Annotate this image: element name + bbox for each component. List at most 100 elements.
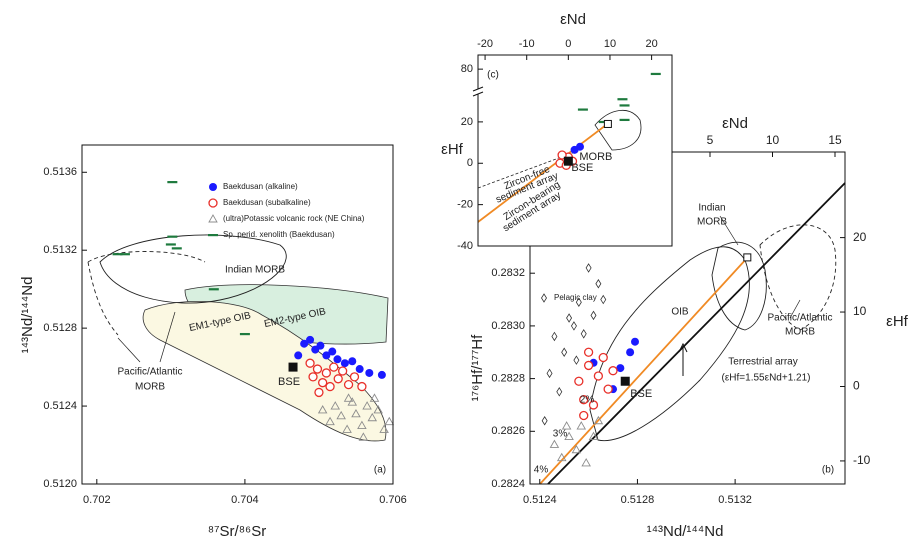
point — [619, 118, 630, 122]
point — [333, 355, 342, 364]
point — [617, 98, 628, 101]
y-axis-title: ¹⁷⁶Hf/¹⁷⁷Hf — [469, 334, 486, 401]
leader-line — [117, 311, 176, 363]
annotation: 3% — [553, 429, 568, 440]
legend-label: (ultra)Potassic volcanic rock (NE China) — [223, 214, 365, 223]
point — [598, 352, 608, 363]
annotation: (c) — [487, 70, 499, 81]
point — [579, 395, 589, 405]
y2-tick-label: 10 — [853, 304, 867, 318]
point — [650, 72, 661, 76]
y-tick-label: 0.5120 — [43, 478, 77, 490]
point — [343, 379, 354, 390]
point — [328, 347, 337, 356]
zircon-bearing-array — [477, 121, 611, 223]
point — [342, 424, 352, 433]
y-tick-label: 0 — [467, 157, 473, 169]
x2-tick-label: 15 — [828, 133, 842, 147]
pacific-morb-field — [759, 224, 837, 331]
point — [603, 384, 613, 394]
point — [358, 432, 369, 441]
x-tick-label: 0.702 — [83, 494, 111, 506]
x-axis-title: εNd — [560, 11, 586, 28]
y-tick-label: 0.5132 — [43, 244, 77, 256]
point — [362, 401, 372, 410]
point — [384, 416, 395, 426]
point — [566, 313, 573, 323]
annotation: 2% — [580, 395, 595, 406]
point — [365, 368, 374, 377]
annotation: Pacific/Atlantic — [767, 313, 832, 324]
point — [112, 253, 123, 256]
point — [593, 415, 604, 425]
y-axis-title: ¹⁴³Nd/¹⁴⁴Nd — [19, 277, 36, 354]
annotation: Pacific/Atlantic — [117, 367, 182, 378]
point — [167, 181, 178, 184]
annotation: (b) — [822, 465, 834, 476]
point — [325, 416, 335, 426]
reference-point — [603, 119, 612, 128]
legend-marker — [209, 183, 217, 191]
point — [619, 104, 630, 107]
panel-b: BSE 0.5124 0.5128 0.5132 0.2824 0.2826 0.2828 0… — [469, 115, 909, 540]
point — [367, 412, 378, 422]
y-tick-label: 20 — [461, 116, 473, 128]
point — [561, 421, 572, 430]
point — [167, 235, 178, 238]
reference-point — [620, 376, 630, 386]
point — [318, 378, 328, 388]
point — [585, 263, 592, 273]
point — [333, 374, 343, 384]
point — [549, 439, 560, 448]
point — [321, 368, 332, 378]
x-axis-title: ⁸⁷Sr/⁸⁶Sr — [208, 523, 266, 540]
point — [583, 360, 594, 371]
axis-break — [472, 86, 484, 92]
y-tick-label: 0.5128 — [43, 322, 77, 334]
point — [580, 329, 587, 339]
axis-break — [472, 91, 484, 97]
point — [575, 297, 582, 307]
y-tick-label: -40 — [457, 240, 473, 252]
y-tick-label: -20 — [457, 199, 473, 211]
point — [369, 393, 380, 402]
annotation: (εHf=1.55εNd+1.21) — [722, 373, 811, 384]
point — [598, 120, 609, 124]
x-tick-label: 0.704 — [231, 494, 259, 506]
y2-tick-label: 20 — [853, 230, 867, 244]
legend-label: Pelagic clay — [554, 293, 597, 302]
plot-frame — [529, 151, 846, 485]
axis-break-gap — [474, 89, 482, 94]
point — [308, 372, 318, 382]
legend-marker — [208, 214, 218, 223]
point — [330, 401, 341, 410]
annotation: MORB — [697, 217, 727, 228]
panel-a: BSE 0.702 0.704 0.706 0.5120 0.5124 0.5128 0.51… — [19, 144, 407, 540]
y2-axis-title: εHf — [886, 313, 909, 330]
annotation: (a) — [374, 465, 386, 476]
y2-tick-label: -10 — [853, 453, 871, 467]
y-tick-label: 0.5136 — [43, 166, 77, 178]
plot-frame — [477, 54, 673, 247]
x-tick-label: 0.5128 — [621, 494, 655, 506]
point — [357, 420, 367, 430]
x2-tick-label: 5 — [707, 133, 714, 147]
point — [608, 366, 618, 376]
x-axis-title: ¹⁴³Nd/¹⁴⁴Nd — [647, 523, 724, 540]
point — [316, 341, 325, 350]
point — [373, 405, 383, 414]
point — [343, 393, 354, 402]
annotation: Indian — [698, 203, 725, 214]
legend-label: Sp. perid. xenolith (Baekdusan) — [223, 230, 335, 239]
point — [570, 321, 577, 331]
arrow — [678, 342, 688, 376]
reference-point — [288, 362, 298, 372]
x2-axis-title: εNd — [722, 115, 748, 132]
reference-label: BSE — [630, 388, 652, 400]
point — [325, 381, 335, 392]
point — [595, 278, 602, 289]
y-tick-label: 0.2828 — [491, 373, 525, 385]
point — [571, 444, 582, 454]
x-tick-label: 0 — [565, 38, 571, 50]
point — [577, 108, 588, 111]
